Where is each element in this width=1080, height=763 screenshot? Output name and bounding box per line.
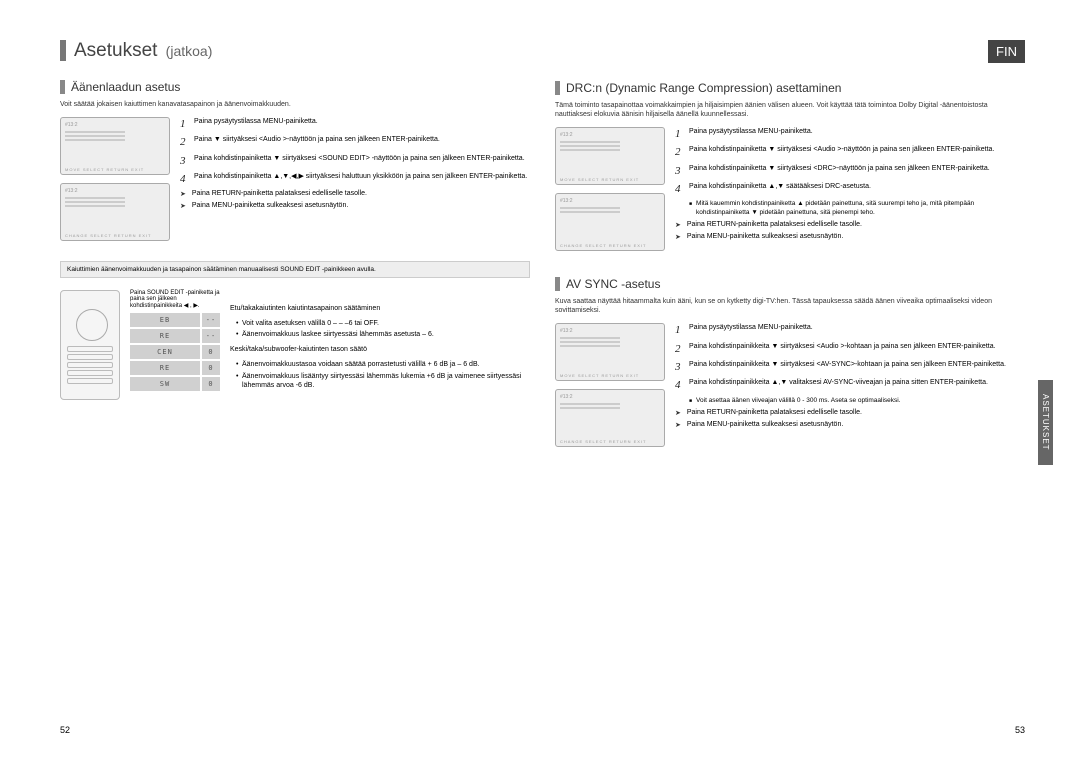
screen-preview: #13:2 MOVE SELECT RETURN EXIT xyxy=(60,117,170,175)
step-text: Paina kohdistinpainiketta ▼ siirtyäksesi… xyxy=(689,145,994,159)
screen-preview: #13:2 MOVE SELECT RETURN EXIT xyxy=(555,127,665,185)
note-item: Mitä kauemmin kohdistinpainiketta ▲ pide… xyxy=(689,200,1025,217)
content-row: #13:2 MOVE SELECT RETURN EXIT #13:2 CHAN… xyxy=(555,127,1025,259)
remote-row: Paina SOUND EDIT -painiketta ja paina se… xyxy=(60,290,530,400)
sound-edit-line: Paina SOUND EDIT -painiketta ja paina se… xyxy=(130,290,220,309)
screen-preview: #13:2 CHANGE SELECT RETURN EXIT xyxy=(60,183,170,241)
section-intro: Tämä toiminto tasapainottaa voimakkaimpi… xyxy=(555,101,1025,119)
hint: Paina MENU-painiketta sulkeaksesi asetus… xyxy=(675,233,1025,241)
hint: Paina MENU-painiketta sulkeaksesi asetus… xyxy=(180,202,530,210)
section-heading: DRC:n (Dynamic Range Compression) asetta… xyxy=(555,81,1025,95)
step-text: Paina kohdistinpainiketta ▼ siirtyäksesi… xyxy=(194,154,525,168)
step-text: Paina kohdistinpainiketta ▼ siirtyäksesi… xyxy=(689,164,990,178)
note-heading: Keski/taka/subwoofer-kaiutinten tason sä… xyxy=(230,345,530,354)
step-text: Paina pysäytystilassa MENU-painiketta. xyxy=(689,323,813,337)
note-item: Voit asettaa äänen viiveajan välillä 0 -… xyxy=(689,397,1025,405)
section-heading: AV SYNC -asetus xyxy=(555,277,1025,291)
hint: Paina MENU-painiketta sulkeaksesi asetus… xyxy=(675,421,1025,429)
section-heading: Äänenlaadun asetus xyxy=(60,80,530,94)
doc-title: Asetukset (jatkoa) xyxy=(60,40,212,62)
content-row: #13:2 MOVE SELECT RETURN EXIT #13:2 CHAN… xyxy=(555,323,1025,455)
title-row: Asetukset (jatkoa) xyxy=(60,40,530,62)
step-text: Paina kohdistinpainiketta ▲,▼ säätääkses… xyxy=(689,182,871,196)
step-text: Paina pysäytystilassa MENU-painiketta. xyxy=(689,127,813,141)
note-bullet: Äänenvoimakkuus lisääntyy siirtyessäsi l… xyxy=(236,372,530,390)
steps-list: 1Paina pysäytystilassa MENU-painiketta. … xyxy=(675,127,1025,259)
screen-preview: #13:2 CHANGE SELECT RETURN EXIT xyxy=(555,193,665,251)
title-main: Asetukset xyxy=(60,40,157,61)
screen-preview: #13:2 CHANGE SELECT RETURN EXIT xyxy=(555,389,665,447)
hint: Paina RETURN-painiketta palataksesi edel… xyxy=(180,190,530,198)
step-text: Paina kohdistinpainikkeita ▲,▼ valitakse… xyxy=(689,378,988,392)
title-sub: (jatkoa) xyxy=(166,43,213,59)
screen-previews: #13:2 MOVE SELECT RETURN EXIT #13:2 CHAN… xyxy=(555,323,665,455)
info-band: Kaiuttimien äänenvoimakkuuden ja tasapai… xyxy=(60,261,530,278)
page-number-left: 52 xyxy=(60,725,70,735)
notes: Etu/takakaiutinten kaiutintasapainon sää… xyxy=(230,290,530,400)
step-text: Paina kohdistinpainikkeita ▼ siirtyäkses… xyxy=(689,342,996,356)
remote-illustration xyxy=(60,290,120,400)
screen-previews: #13:2 MOVE SELECT RETURN EXIT #13:2 CHAN… xyxy=(60,117,170,249)
hint: Paina RETURN-painiketta palataksesi edel… xyxy=(675,221,1025,229)
language-badge: FIN xyxy=(988,40,1025,63)
title-row-right: FIN xyxy=(555,40,1025,63)
note-heading: Etu/takakaiutinten kaiutintasapainon sää… xyxy=(230,304,530,313)
section-intro: Kuva saattaa näyttää hitaammalta kuin ää… xyxy=(555,297,1025,315)
section-intro: Voit säätää jokaisen kaiuttimen kanavata… xyxy=(60,100,530,109)
note-bullet: Äänenvoimakkuus laskee siirtyessäsi lähe… xyxy=(236,330,530,339)
screen-previews: #13:2 MOVE SELECT RETURN EXIT #13:2 CHAN… xyxy=(555,127,665,259)
hint: Paina RETURN-painiketta palataksesi edel… xyxy=(675,409,1025,417)
steps-list: 1Paina pysäytystilassa MENU-painiketta. … xyxy=(180,117,530,249)
note-bullet: Voit valita asetuksen välillä 0 – – –6 t… xyxy=(236,319,530,328)
screen-preview: #13:2 MOVE SELECT RETURN EXIT xyxy=(555,323,665,381)
page-left: Asetukset (jatkoa) Äänenlaadun asetus Vo… xyxy=(60,40,530,400)
step-text: Paina kohdistinpainikkeita ▼ siirtyäkses… xyxy=(689,360,1006,374)
step-text: Paina pysäytystilassa MENU-painiketta. xyxy=(194,117,318,131)
step-text: Paina ▼ siirtyäksesi <Audio >-näyttöön j… xyxy=(194,135,440,149)
page-right: FIN DRC:n (Dynamic Range Compression) as… xyxy=(555,40,1025,465)
page-number-right: 53 xyxy=(1015,725,1025,735)
display-tiles: Paina SOUND EDIT -painiketta ja paina se… xyxy=(130,290,220,400)
note-bullet: Äänenvoimakkuustasoa voidaan säätää porr… xyxy=(236,360,530,369)
content-row: #13:2 MOVE SELECT RETURN EXIT #13:2 CHAN… xyxy=(60,117,530,249)
steps-list: 1Paina pysäytystilassa MENU-painiketta. … xyxy=(675,323,1025,455)
side-tab: ASETUKSET xyxy=(1038,380,1053,465)
step-text: Paina kohdistinpainiketta ▲,▼,◀,▶ siirty… xyxy=(194,172,527,186)
